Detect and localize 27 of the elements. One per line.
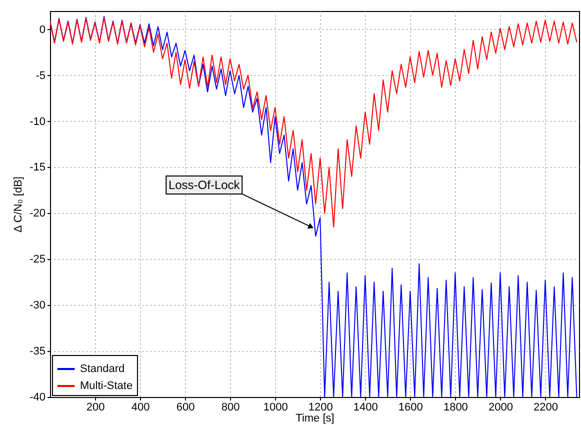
line-series [50,16,578,228]
x-tick-label: 400 [131,402,150,414]
x-tick-label: 800 [221,402,240,414]
y-tick-label: -35 [30,346,46,358]
x-tick-label: 1400 [353,402,378,414]
legend-label: Standard [80,363,125,375]
y-tick-label: 0 [39,24,46,36]
x-tick-label: 1200 [308,402,333,414]
x-tick-label: 600 [176,402,195,414]
x-axis-title: Time [s] [296,412,334,424]
x-tick-label: 1600 [398,402,423,414]
y-axis-title: Δ C/N₀ [dB] [12,176,25,232]
y-tick-label: -25 [30,254,46,266]
x-tick-label: 1000 [263,402,288,414]
y-tick-label: -10 [30,116,46,128]
x-tick-label: 1800 [443,402,468,414]
x-tick-label: 2200 [533,402,558,414]
y-tick-label: -20 [30,208,46,220]
y-tick-label: -15 [30,162,46,174]
y-tick-label: -40 [30,392,46,404]
legend-label: Multi-State [80,380,133,392]
annotation: Loss-Of-Lock [168,178,241,192]
y-tick-label: -5 [36,70,46,82]
x-tick-label: 200 [86,402,105,414]
y-tick-label: -30 [30,300,46,312]
x-tick-label: 2000 [488,402,513,414]
line-series [50,16,578,397]
